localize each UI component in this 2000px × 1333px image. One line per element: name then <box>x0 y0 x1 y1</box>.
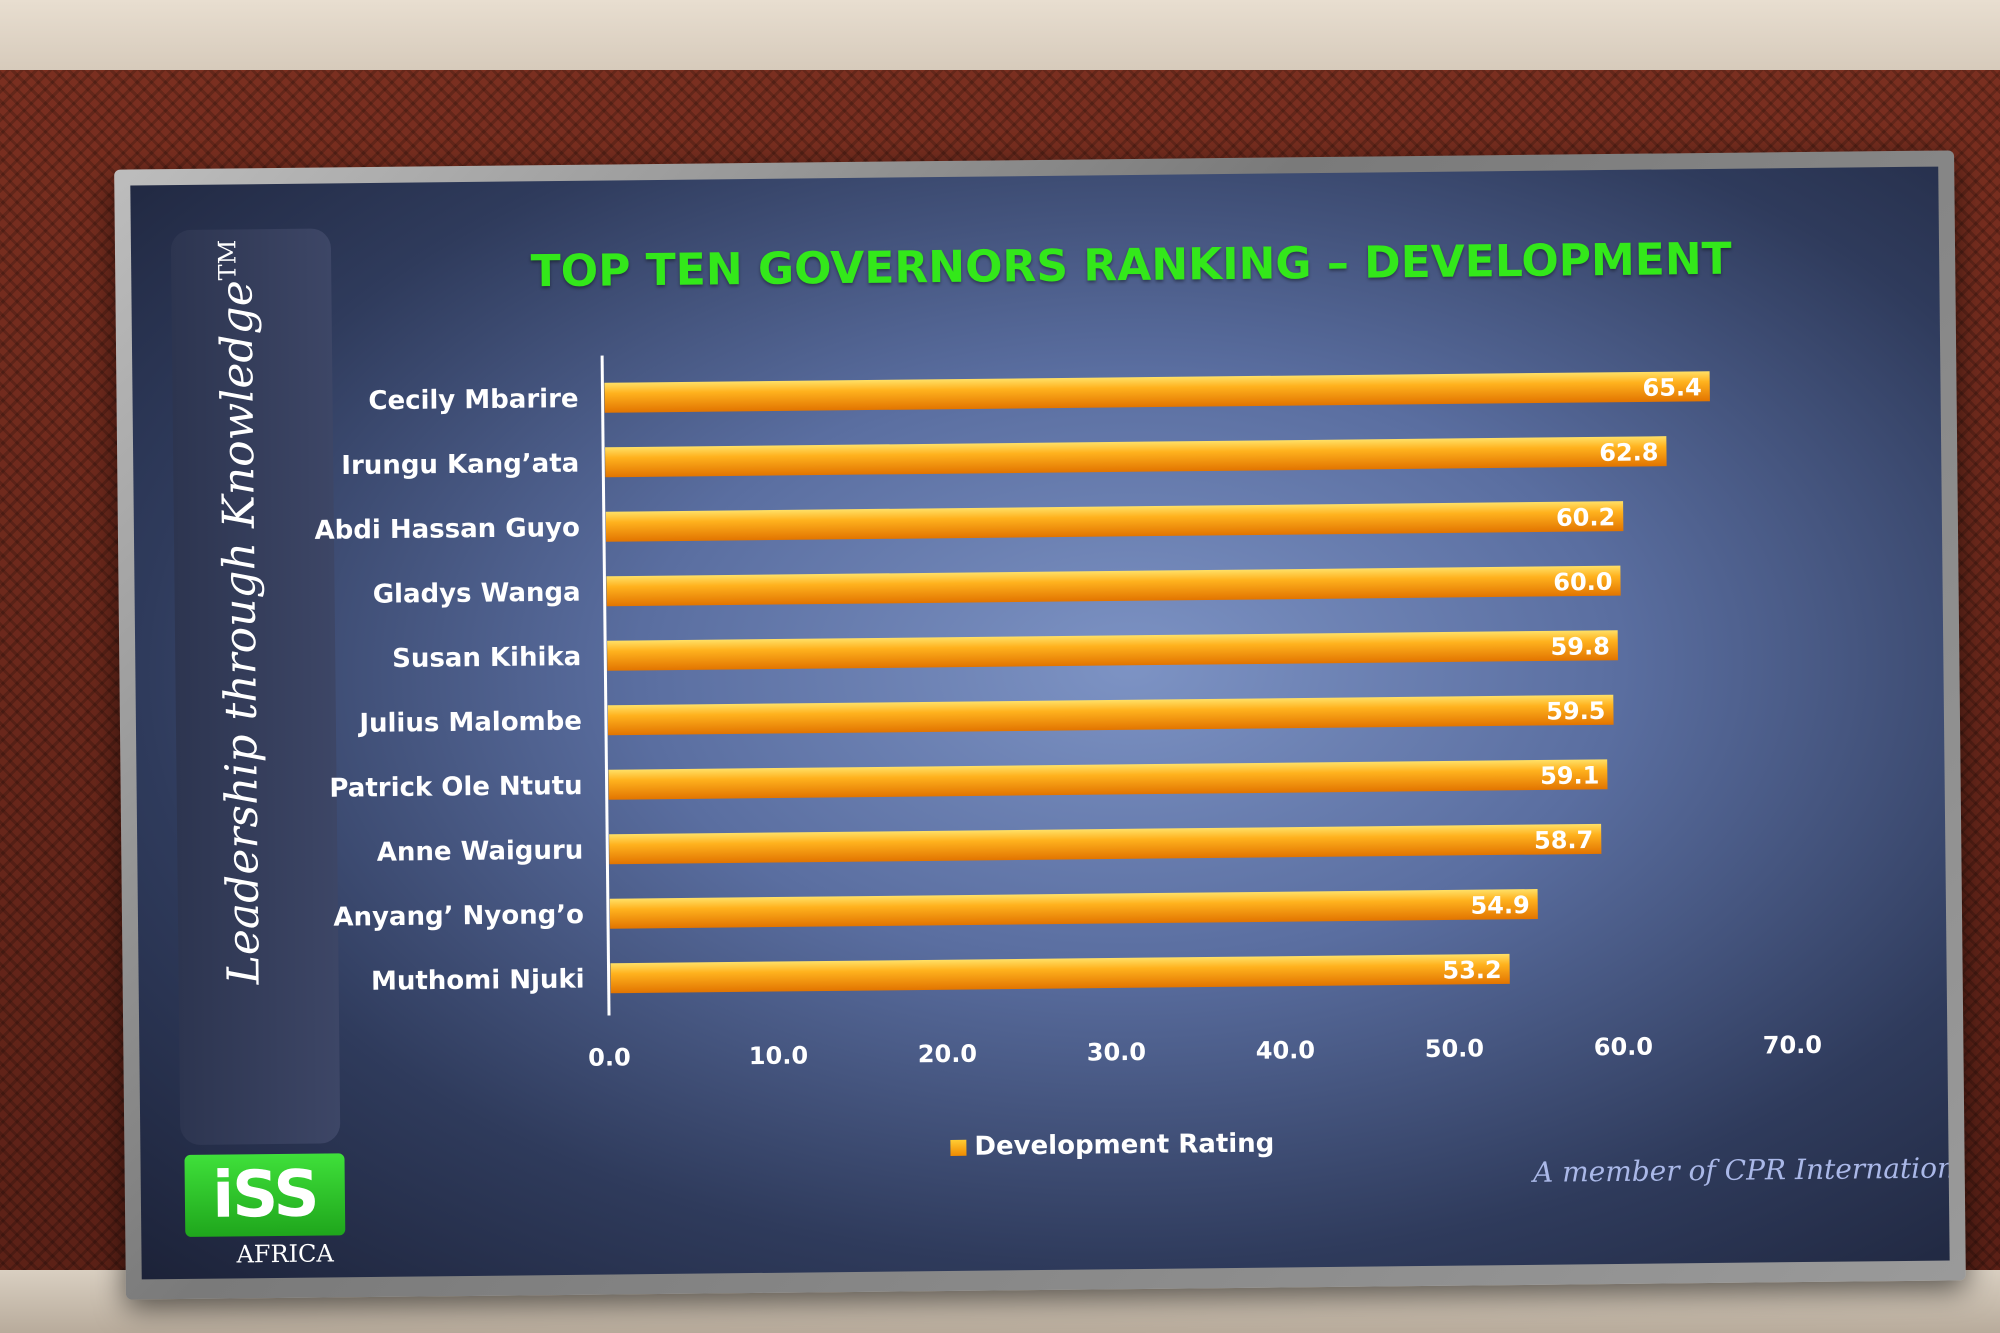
x-tick-label: 10.0 <box>749 1041 809 1070</box>
bar-value-label: 53.2 <box>1442 956 1502 985</box>
bar-value-label: 59.1 <box>1540 761 1600 790</box>
bar-value-label: 59.5 <box>1546 697 1606 726</box>
chart-legend: Development Rating <box>950 1129 1274 1162</box>
bar <box>610 953 1510 994</box>
category-label: Gladys Wanga <box>373 578 581 610</box>
category-label: Patrick Ole Ntutu <box>329 771 582 804</box>
category-label: Muthomi Njuki <box>371 965 585 997</box>
bar-value-label: 60.0 <box>1553 568 1613 597</box>
x-tick-label: 40.0 <box>1256 1036 1316 1065</box>
x-tick-label: 70.0 <box>1763 1031 1823 1060</box>
bar-value-label: 58.7 <box>1534 826 1594 855</box>
bar <box>606 565 1621 607</box>
bar <box>605 501 1624 542</box>
bar <box>609 889 1538 929</box>
bar-value-label: 54.9 <box>1470 891 1530 920</box>
bar-value-label: 65.4 <box>1642 373 1702 402</box>
bar <box>609 823 1602 865</box>
logo-subtitle: AFRICA <box>236 1239 334 1269</box>
category-label: Anne Waiguru <box>377 836 584 868</box>
x-tick-label: 30.0 <box>1087 1038 1147 1067</box>
bar-value-label: 59.8 <box>1550 632 1610 661</box>
legend-label: Development Rating <box>974 1128 1275 1162</box>
category-label: Abdi Hassan Guyo <box>314 513 580 546</box>
presentation-slide: Leadership through KnowledgeTM TOP TEN G… <box>130 166 1950 1280</box>
iss-logo: iSS <box>184 1153 346 1237</box>
bar-chart: 65.4 Cecily Mbarire 62.8 Irungu Kang’ata 60.… <box>314 355 1823 1072</box>
category-label: Cecily Mbarire <box>368 384 578 416</box>
bar <box>608 759 1608 800</box>
bar <box>605 436 1667 478</box>
category-label: Anyang’ Nyong’o <box>333 900 584 933</box>
bar <box>604 371 1710 413</box>
category-label: Irungu Kang’ata <box>341 449 579 481</box>
x-tick-label: 20.0 <box>918 1040 978 1069</box>
bar-value-label: 62.8 <box>1599 438 1659 467</box>
y-axis-line <box>600 355 611 1016</box>
category-label: Susan Kihika <box>392 642 581 674</box>
tv-frame: Leadership through KnowledgeTM TOP TEN G… <box>114 150 1966 1300</box>
bar <box>607 630 1618 671</box>
category-label: Julius Malombe <box>357 707 582 739</box>
legend-swatch <box>950 1139 967 1156</box>
x-tick-label: 50.0 <box>1425 1034 1485 1063</box>
member-note: A member of CPR International <box>1532 1151 1950 1189</box>
x-tick-label: 60.0 <box>1594 1033 1654 1062</box>
x-tick-label: 0.0 <box>588 1043 631 1071</box>
bar-value-label: 60.2 <box>1556 503 1616 532</box>
bar <box>607 694 1614 736</box>
